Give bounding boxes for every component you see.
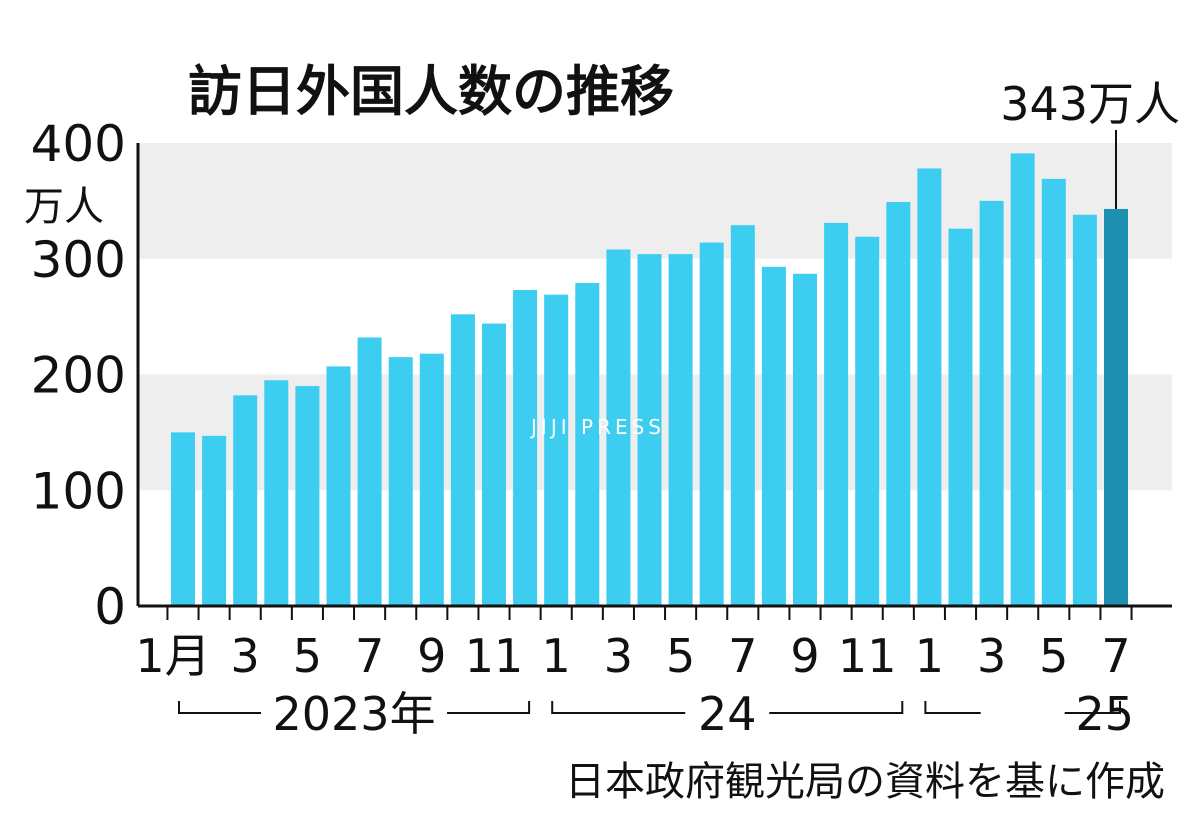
x-tick-label: 3 <box>231 629 260 683</box>
year-label: 2023年 <box>273 687 436 741</box>
year-bracket-left <box>924 701 981 714</box>
x-tick-label: 3 <box>977 629 1006 683</box>
chart-title: 訪日外国人数の推移 <box>188 60 674 123</box>
y-tick-label: 300 <box>31 231 126 289</box>
x-tick-label: 9 <box>790 629 819 683</box>
year-bracket-right <box>769 701 904 714</box>
bar-2024-07 <box>730 225 755 606</box>
x-tick-label: 7 <box>1101 629 1130 683</box>
bar-2024-08 <box>761 266 786 606</box>
bar-2024-01 <box>544 294 569 606</box>
bar-2023-02 <box>202 435 227 606</box>
year-label: 24 <box>698 687 757 741</box>
x-tick-label: 1 <box>542 629 571 683</box>
bar-2025-04 <box>1010 153 1035 607</box>
year-label: 25 <box>1075 687 1134 741</box>
bar-2025-05 <box>1041 178 1066 606</box>
bar-2023-03 <box>233 395 258 606</box>
source-note: 日本政府観光局の資料を基に作成 <box>565 759 1165 805</box>
bar-2024-12 <box>886 202 911 606</box>
bar-2023-05 <box>295 386 320 606</box>
bar-2024-05 <box>668 254 693 606</box>
bar-2024-02 <box>575 283 600 606</box>
x-axis-ticks: 1月 3 5 7 9 11 1 3 5 7 9 11 1 3 5 7 <box>135 629 1130 683</box>
watermark: JIJI PRESS <box>529 415 665 439</box>
bar-2024-06 <box>699 242 724 607</box>
x-tick-label: 7 <box>355 629 384 683</box>
bar-2023-12 <box>513 290 538 606</box>
bar-2023-04 <box>264 380 289 606</box>
bar-2023-07 <box>357 337 382 606</box>
bar-2024-10 <box>824 222 849 606</box>
bar-2024-09 <box>793 273 817 606</box>
y-axis-unit: 万人 <box>24 184 104 230</box>
y-tick-label: 400 <box>31 115 126 173</box>
bar-2023-06 <box>326 366 351 606</box>
bar-2024-11 <box>855 236 880 606</box>
year-bracket-left <box>551 701 686 714</box>
y-axis-ticks: 0 100 200 300 400 <box>31 115 126 636</box>
bar-2024-03 <box>606 249 631 607</box>
y-tick-label: 100 <box>31 462 126 520</box>
bar-2023-01 <box>171 432 195 606</box>
x-tick-label: 5 <box>666 629 695 683</box>
year-bracket-right <box>1064 701 1121 714</box>
x-tick-label: 9 <box>417 629 446 683</box>
year-groups: 2023年 24 25 <box>178 687 1134 741</box>
bar-2025-07 <box>1104 208 1128 607</box>
x-tick-label: 5 <box>293 629 322 683</box>
bar-2025-02 <box>948 228 973 606</box>
bar-2025-01 <box>917 168 942 606</box>
bar-2025-06 <box>1072 214 1097 606</box>
x-tick-label: 11 <box>838 629 897 683</box>
bar-2023-08 <box>388 357 413 606</box>
x-tick-label: 1月 <box>135 629 210 683</box>
x-tick-label: 3 <box>604 629 633 683</box>
y-tick-label: 200 <box>31 347 126 405</box>
x-tick-label: 7 <box>728 629 757 683</box>
x-tick-label: 11 <box>465 629 524 683</box>
bars <box>171 153 1128 607</box>
bar-2025-03 <box>979 200 1004 606</box>
year-bracket-left <box>178 701 262 714</box>
x-tick-label: 5 <box>1039 629 1068 683</box>
bar-2023-10 <box>450 314 475 606</box>
bar-2024-04 <box>637 254 662 606</box>
axes <box>136 143 1172 620</box>
highlight-callout: 343万人 <box>1000 77 1180 209</box>
bar-2023-11 <box>482 323 506 606</box>
bar-2023-09 <box>419 353 444 606</box>
x-tick-label: 1 <box>915 629 944 683</box>
y-tick-label: 0 <box>94 578 126 636</box>
callout-label: 343万人 <box>1000 77 1180 131</box>
year-bracket-right <box>447 701 531 714</box>
